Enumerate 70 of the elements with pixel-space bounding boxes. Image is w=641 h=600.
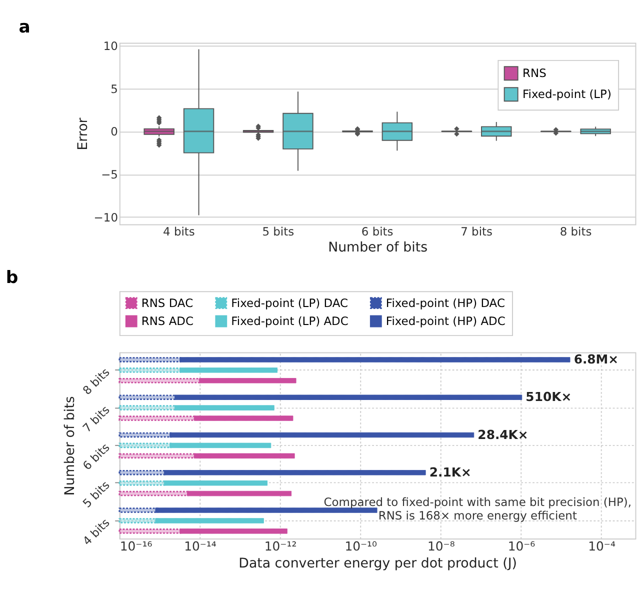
bar (180, 357, 570, 362)
bar (118, 470, 166, 476)
bar (118, 405, 176, 410)
y-tick-label: −5 (101, 168, 118, 182)
legend-label: Fixed-point (HP) DAC (386, 296, 505, 310)
bar (118, 378, 200, 384)
x-tick-label: 10⁻¹² (264, 538, 297, 554)
x-tick-label: 8 bits (560, 224, 592, 238)
bar (118, 490, 188, 496)
bar (118, 480, 166, 486)
bar (118, 453, 196, 459)
y-tick-label: 5 (110, 82, 118, 96)
bar (118, 368, 182, 373)
bar (118, 518, 158, 524)
bar (180, 528, 288, 534)
legend-label: RNS DAC (141, 296, 194, 310)
bar (118, 508, 158, 513)
bar (194, 416, 294, 421)
y-tick-label: 10 (103, 39, 118, 54)
x-tick-label: 10⁻⁴ (588, 538, 616, 554)
bar (187, 490, 292, 496)
bar (174, 394, 522, 400)
bar (118, 442, 172, 448)
y-tick-label: 8 bits (80, 365, 112, 398)
bar (170, 442, 272, 448)
x-tick-label: 10⁻¹⁴ (184, 538, 216, 554)
bar (155, 508, 378, 513)
annotation: 510K× (526, 389, 572, 404)
y-tick-label: 5 bits (80, 478, 112, 510)
chart-title: b (6, 268, 18, 288)
bar (164, 470, 426, 476)
legend-label: Fixed-point (LP) (522, 87, 612, 102)
legend-label: RNS ADC (141, 314, 194, 328)
annotation: 6.8M× (574, 352, 619, 367)
bar (199, 378, 296, 384)
y-tick-label: 7 bits (80, 402, 112, 436)
y-axis-title: Number of bits (63, 396, 78, 496)
x-axis-title: Data converter energy per dot product (J) (238, 556, 517, 572)
bar (180, 368, 278, 373)
bar (164, 480, 268, 486)
y-tick-label: 0 (110, 124, 118, 139)
bar (118, 394, 176, 400)
x-tick-label: 10⁻¹⁰ (344, 538, 378, 554)
x-tick-label: 10⁻⁶ (508, 538, 536, 554)
x-tick-label: 5 bits (262, 224, 294, 238)
bar (118, 357, 182, 362)
annotation: 28.4K× (478, 426, 528, 442)
bar (118, 416, 196, 421)
bar (118, 528, 182, 534)
x-tick-label: 10⁻⁸ (428, 538, 455, 554)
y-tick-label: 6 bits (80, 440, 112, 473)
x-tick-label: 7 bits (460, 224, 492, 238)
legend-label: Fixed-point (LP) DAC (231, 296, 348, 310)
x-tick-label: 4 bits (163, 224, 195, 238)
annotation: Compared to fixed-point with same bit precision (HP), RNS is 168× more energy efficient (324, 495, 632, 522)
legend-label: Fixed-point (LP) ADC (231, 314, 348, 328)
y-tick-label: −10 (94, 210, 118, 224)
x-axis-title: Number of bits (328, 240, 428, 256)
x-tick-label: 10⁻¹⁶ (120, 538, 152, 554)
bar (174, 405, 274, 410)
x-tick-label: 6 bits (361, 224, 394, 238)
legend-label: RNS (522, 66, 546, 80)
bar (194, 453, 295, 459)
y-axis-title: Error (76, 117, 92, 150)
chart-title: a (18, 17, 30, 38)
annotation: 2.1K× (429, 464, 472, 480)
bar (118, 432, 172, 438)
legend-label: Fixed-point (HP) ADC (386, 314, 506, 328)
bar (155, 518, 264, 524)
bar (170, 432, 474, 438)
